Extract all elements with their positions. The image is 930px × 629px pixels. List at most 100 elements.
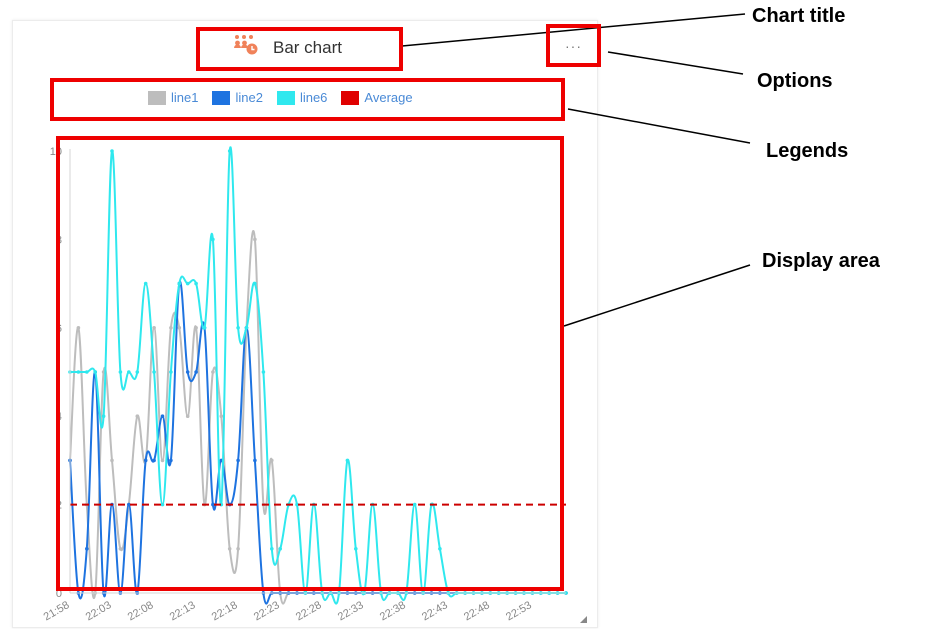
data-point-line2 bbox=[253, 458, 257, 463]
callout-display-area: Display area bbox=[762, 250, 880, 272]
data-point-line1 bbox=[227, 547, 232, 551]
data-point-line1 bbox=[253, 237, 257, 242]
y-tick-label: 0 bbox=[56, 588, 62, 600]
widget-title-bar: Bar chart bbox=[233, 34, 342, 61]
x-tick-label: 22:38 bbox=[378, 599, 408, 623]
data-point-line6 bbox=[202, 326, 207, 330]
chart-title: Bar chart bbox=[273, 37, 342, 57]
data-point-line2 bbox=[211, 502, 215, 507]
data-point-line6 bbox=[118, 370, 123, 374]
legend-swatch bbox=[276, 90, 295, 105]
resize-handle[interactable] bbox=[580, 616, 587, 623]
x-tick-label: 22:43 bbox=[420, 599, 450, 623]
annotation-connectors bbox=[401, 13, 751, 327]
legend-item-line1[interactable]: line1 bbox=[148, 90, 198, 105]
data-point-line2 bbox=[152, 458, 156, 463]
x-tick-label: 22:08 bbox=[126, 599, 156, 623]
data-point-line2 bbox=[194, 370, 198, 374]
data-point-line1 bbox=[236, 547, 240, 551]
data-point-line2 bbox=[169, 458, 173, 463]
data-point-line6 bbox=[143, 281, 148, 286]
highlight-display-area bbox=[56, 136, 564, 591]
legend-item-average[interactable]: Average bbox=[341, 90, 413, 105]
data-point-line6 bbox=[185, 281, 190, 286]
data-point-line1 bbox=[152, 326, 156, 330]
x-tick-label: 22:13 bbox=[168, 599, 198, 623]
data-point-line6 bbox=[278, 547, 283, 551]
data-point-line1 bbox=[194, 326, 198, 330]
data-point-line1 bbox=[270, 458, 274, 463]
connector-options bbox=[607, 51, 744, 75]
data-point-line6 bbox=[169, 370, 173, 374]
data-point-line6 bbox=[412, 502, 417, 507]
data-point-line6 bbox=[85, 370, 89, 374]
data-point-line6 bbox=[160, 502, 165, 507]
x-tick-label: 22:48 bbox=[462, 599, 492, 623]
data-point-line6 bbox=[253, 281, 257, 286]
data-point-line2 bbox=[85, 547, 89, 551]
data-point-line6 bbox=[194, 281, 198, 286]
x-tick-label: 22:18 bbox=[210, 599, 240, 623]
data-point-line6 bbox=[236, 326, 240, 330]
data-point-line6 bbox=[110, 149, 114, 153]
data-point-line6 bbox=[76, 370, 81, 374]
data-point-line6 bbox=[93, 370, 97, 374]
data-point-line2 bbox=[185, 370, 190, 374]
data-point-line6 bbox=[135, 370, 140, 374]
callout-chart-title: Chart title bbox=[752, 5, 846, 27]
x-tick-label: 22:33 bbox=[336, 599, 366, 623]
connector-display-area bbox=[563, 264, 751, 327]
data-point-line2 bbox=[127, 502, 131, 507]
data-point-line6 bbox=[295, 502, 299, 507]
x-tick-label: 21:58 bbox=[42, 599, 72, 623]
data-point-line6 bbox=[152, 370, 156, 374]
legend-swatch bbox=[212, 90, 231, 105]
data-point-line1 bbox=[110, 458, 114, 463]
highlight-legends bbox=[50, 78, 565, 121]
group-icon bbox=[233, 34, 259, 61]
data-point-line6 bbox=[354, 547, 358, 551]
chart-legend: line1 line2 line6 Average bbox=[148, 90, 413, 105]
data-point-line1 bbox=[135, 414, 140, 419]
highlight-options bbox=[546, 24, 601, 67]
data-point-line6 bbox=[227, 149, 232, 153]
connector-chart-title bbox=[401, 13, 746, 47]
data-point-line1 bbox=[169, 326, 173, 330]
data-point-line2 bbox=[143, 458, 148, 463]
legend-item-line6[interactable]: line6 bbox=[276, 90, 328, 105]
data-point-line1 bbox=[185, 414, 190, 419]
data-point-line6 bbox=[177, 281, 182, 286]
legend-item-line2[interactable]: line2 bbox=[212, 90, 263, 105]
connector-legends bbox=[567, 108, 751, 144]
data-point-line6 bbox=[270, 547, 274, 551]
x-tick-label: 22:53 bbox=[504, 599, 534, 623]
data-point-line1 bbox=[160, 458, 165, 463]
data-point-line1 bbox=[177, 326, 182, 330]
legend-label: line1 bbox=[171, 90, 199, 105]
legend-swatch bbox=[341, 90, 360, 105]
data-point-line1 bbox=[219, 414, 224, 419]
callout-legends: Legends bbox=[766, 140, 849, 162]
data-point-line2 bbox=[160, 414, 165, 419]
data-point-line1 bbox=[211, 370, 215, 374]
callout-options: Options bbox=[757, 70, 833, 92]
data-point-line6 bbox=[438, 547, 442, 551]
data-point-line6 bbox=[211, 237, 215, 242]
data-point-line6 bbox=[127, 370, 131, 374]
options-button[interactable]: ··· bbox=[565, 38, 582, 54]
legend-label: Average bbox=[364, 90, 413, 105]
data-point-line6 bbox=[345, 458, 350, 463]
x-tick-label: 22:03 bbox=[84, 599, 114, 623]
data-point-line6 bbox=[101, 414, 106, 419]
data-point-line6 bbox=[244, 326, 249, 330]
data-point-line1 bbox=[118, 547, 123, 551]
legend-label: line2 bbox=[235, 90, 263, 105]
x-tick-label: 22:28 bbox=[294, 599, 324, 623]
legend-swatch bbox=[148, 90, 166, 105]
data-point-line2 bbox=[236, 458, 240, 463]
data-point-line6 bbox=[261, 370, 266, 374]
legend-label: line6 bbox=[299, 90, 328, 105]
highlight-chart-title bbox=[196, 27, 403, 71]
data-point-line1 bbox=[76, 326, 81, 330]
